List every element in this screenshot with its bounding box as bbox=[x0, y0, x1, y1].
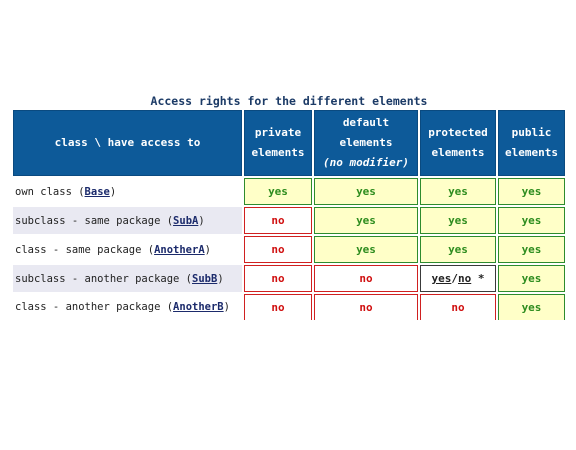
table-row-class-another-package: class - another package (AnotherB) no no… bbox=[13, 294, 565, 320]
row-label-suffix: ) bbox=[204, 243, 211, 256]
row-label-prefix: subclass - another package ( bbox=[15, 272, 193, 285]
header-public-line2: elements bbox=[505, 146, 558, 159]
header-default-line2: elements bbox=[339, 136, 393, 149]
header-public: public elements bbox=[498, 110, 565, 176]
cell-protected: no bbox=[420, 294, 496, 320]
table-caption: Access rights for the different elements bbox=[150, 94, 428, 108]
header-private-line2: elements bbox=[251, 146, 305, 159]
row-label-prefix: class - another package ( bbox=[15, 301, 174, 313]
cell-protected: yes bbox=[420, 207, 496, 234]
header-private-line1: private bbox=[254, 126, 302, 139]
row-label: class - same package (AnotherA) bbox=[13, 236, 242, 263]
header-default-line1: default bbox=[342, 116, 390, 129]
cell-public: yes bbox=[498, 294, 565, 320]
row-label: subclass - same package (SubA) bbox=[13, 207, 242, 234]
row-label-prefix: own class ( bbox=[15, 185, 85, 198]
table-row-own-class: own class (Base) yes yes yes yes bbox=[13, 178, 565, 205]
header-public-line1: public bbox=[511, 126, 552, 139]
row-label: own class (Base) bbox=[13, 178, 242, 205]
cell-default: no bbox=[314, 294, 418, 320]
row-label-suffix: ) bbox=[217, 272, 224, 285]
cell-private: no bbox=[244, 265, 312, 292]
cell-public: yes bbox=[498, 236, 565, 263]
class-name-suba: SubA bbox=[173, 214, 199, 227]
cell-default: no bbox=[314, 265, 418, 292]
cell-private: no bbox=[244, 207, 312, 234]
header-protected-line2: elements bbox=[431, 146, 485, 159]
header-protected: protected elements bbox=[420, 110, 496, 176]
row-label-prefix: class - same package ( bbox=[15, 243, 155, 256]
cell-public: yes bbox=[498, 265, 565, 292]
protected-no: no bbox=[458, 272, 472, 285]
header-row: class \ have access to private elements … bbox=[13, 110, 565, 176]
cell-private: no bbox=[244, 294, 312, 320]
cell-default: yes bbox=[314, 207, 418, 234]
header-private: private elements bbox=[244, 110, 312, 176]
row-label: subclass - another package (SubB) bbox=[13, 265, 242, 292]
row-label-suffix: ) bbox=[109, 185, 117, 198]
class-name-anotherb: AnotherB bbox=[173, 301, 224, 313]
row-label-suffix: ) bbox=[223, 301, 230, 313]
access-rights-table-container: Access rights for the different elements… bbox=[11, 92, 567, 322]
row-label: class - another package (AnotherB) bbox=[13, 294, 242, 320]
cell-protected: yes bbox=[420, 236, 496, 263]
class-name-anothera: AnotherA bbox=[154, 243, 205, 256]
header-default: default elements (no modifier) bbox=[314, 110, 418, 176]
header-row-label: class \ have access to bbox=[13, 110, 242, 176]
cell-public: yes bbox=[498, 178, 565, 205]
cell-default: yes bbox=[314, 236, 418, 263]
cell-default: yes bbox=[314, 178, 418, 205]
table-row-subclass-another-package: subclass - another package (SubB) no no … bbox=[13, 265, 565, 292]
class-name-base: Base bbox=[84, 185, 110, 198]
cell-protected: yes bbox=[420, 178, 496, 205]
row-label-suffix: ) bbox=[198, 214, 205, 227]
row-label-prefix: subclass - same package ( bbox=[15, 214, 174, 227]
header-default-line3: (no modifier) bbox=[322, 156, 410, 169]
protected-slash: / bbox=[451, 272, 458, 285]
access-rights-table: class \ have access to private elements … bbox=[11, 108, 567, 322]
protected-footnote-star: * bbox=[471, 272, 485, 285]
cell-public: yes bbox=[498, 207, 565, 234]
cell-protected: yes/no * bbox=[420, 265, 496, 292]
class-name-subb: SubB bbox=[192, 272, 218, 285]
cell-private: no bbox=[244, 236, 312, 263]
header-protected-line1: protected bbox=[428, 126, 488, 139]
table-row-subclass-same-package: subclass - same package (SubA) no yes ye… bbox=[13, 207, 565, 234]
table-row-class-same-package: class - same package (AnotherA) no yes y… bbox=[13, 236, 565, 263]
cell-private: yes bbox=[244, 178, 312, 205]
protected-yes: yes bbox=[431, 272, 452, 285]
